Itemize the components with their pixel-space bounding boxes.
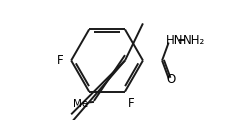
- Text: O: O: [167, 73, 176, 86]
- Text: HN: HN: [166, 34, 184, 47]
- Text: NH₂: NH₂: [183, 34, 205, 47]
- Text: F: F: [128, 97, 135, 110]
- Text: Me: Me: [73, 99, 88, 109]
- Text: F: F: [57, 54, 64, 67]
